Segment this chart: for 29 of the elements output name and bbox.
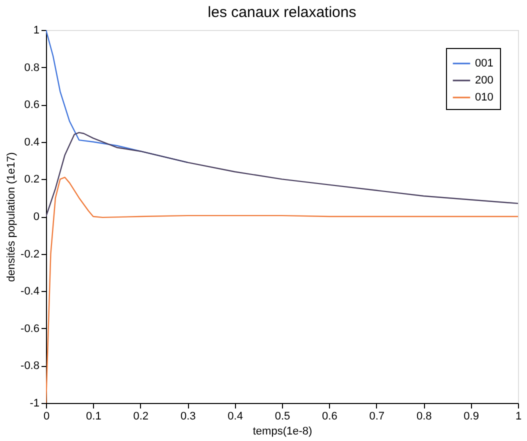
legend-label: 001 [475, 58, 494, 70]
x-tick-label: 0.3 [180, 410, 196, 422]
y-tick-label: 0.4 [24, 136, 40, 148]
x-tick-label: 0.9 [464, 410, 479, 422]
y-tick-label: -0.6 [20, 322, 40, 335]
y-tick-label: -0.2 [20, 248, 40, 260]
y-tick-label: 0 [33, 211, 40, 223]
y-tick-label: -0.4 [20, 286, 40, 298]
x-tick-label: 0.2 [133, 410, 149, 422]
y-tick-label: 0.6 [24, 99, 40, 112]
x-tick-label: 0 [43, 410, 50, 422]
y-tick-label: -1 [30, 398, 40, 410]
x-tick-label: 0.6 [322, 410, 338, 422]
x-axis-title: temps(1e-8) [252, 426, 312, 438]
y-tick-label: 0.8 [24, 62, 40, 74]
x-tick-label: 0.4 [228, 410, 243, 422]
x-tick-label: 1 [515, 410, 522, 422]
y-axis-title: densités population (1e17) [6, 152, 18, 282]
y-tick-label: 1 [33, 24, 40, 36]
y-tick-label: -0.8 [20, 360, 40, 372]
legend-label: 010 [475, 92, 494, 104]
legend-label: 200 [475, 74, 494, 86]
x-tick-label: 0.5 [274, 410, 290, 422]
y-tick-label: 0.2 [24, 174, 40, 186]
x-tick-label: 0.1 [86, 410, 102, 422]
x-tick-label: 0.7 [369, 410, 385, 422]
chart-title: les canaux relaxations [208, 4, 356, 21]
x-tick-label: 0.8 [416, 410, 432, 422]
line-series [46, 132, 518, 218]
